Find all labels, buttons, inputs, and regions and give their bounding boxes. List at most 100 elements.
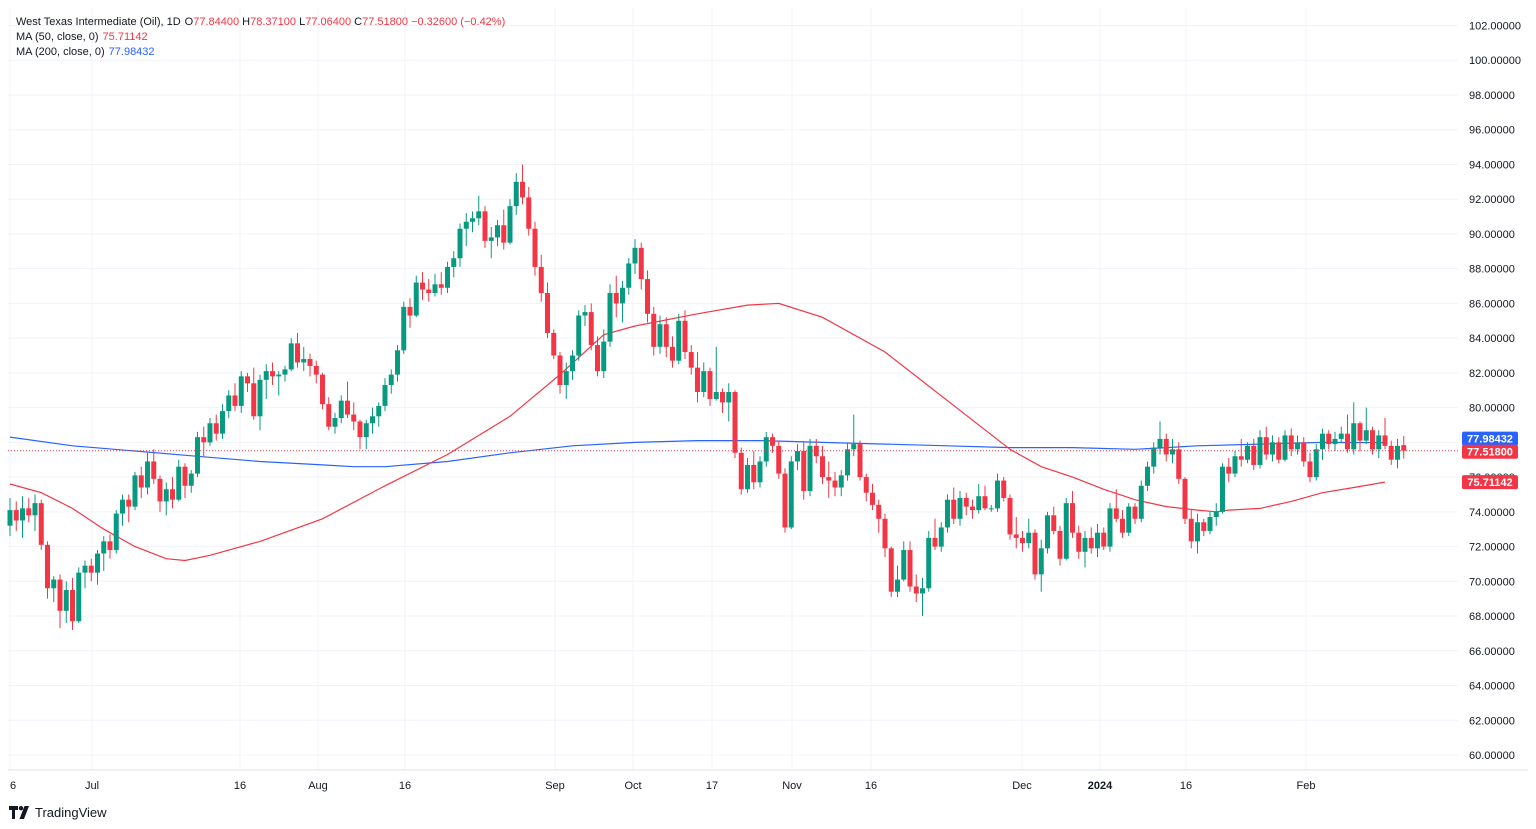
candle-body <box>57 579 63 611</box>
candle-body <box>895 579 900 592</box>
candle-body <box>476 211 482 219</box>
candle-body <box>745 464 750 490</box>
candle-body <box>1120 518 1125 533</box>
candle-body <box>582 312 588 316</box>
candle-body <box>432 284 438 293</box>
candle-body <box>1182 478 1188 519</box>
y-tick-label: 70.00000 <box>1469 576 1515 588</box>
candle-body <box>188 473 194 486</box>
candle-body <box>1038 548 1044 575</box>
y-tick-label: 98.00000 <box>1469 90 1515 102</box>
candle-body <box>995 480 1000 509</box>
candle-body <box>1138 485 1144 519</box>
ma50-value: 75.71142 <box>102 31 148 43</box>
candle-body <box>1345 433 1350 450</box>
candle-body <box>163 489 169 502</box>
candle-body <box>1082 537 1088 552</box>
candle-body <box>901 550 907 580</box>
candle-body <box>607 292 613 342</box>
candle-body <box>832 480 838 488</box>
candle-body <box>245 376 250 384</box>
candle-body <box>1332 438 1338 445</box>
candle-body <box>38 503 44 545</box>
x-tick-label: Nov <box>782 780 802 792</box>
candle-body <box>626 263 632 288</box>
candle-body <box>363 423 369 438</box>
y-tick-label: 74.00000 <box>1469 507 1515 519</box>
ma50-label[interactable]: MA (50, close, 0) <box>16 31 99 43</box>
ma50-price-tag-text: 75.71142 <box>1467 477 1512 489</box>
y-tick-label: 86.00000 <box>1469 298 1515 310</box>
candle-body <box>713 391 719 399</box>
candle-body <box>1301 442 1307 462</box>
candle-body <box>1357 423 1363 441</box>
candle-body <box>170 489 175 500</box>
candle-body <box>357 421 363 438</box>
candle-body <box>1232 456 1238 474</box>
candle-body <box>95 553 100 573</box>
x-tick-label: 16 <box>234 780 246 792</box>
candle-body <box>1226 466 1232 474</box>
x-tick-label: Feb <box>1297 780 1316 792</box>
open-label: O <box>184 16 194 28</box>
high-value: 78.37100 <box>250 16 297 28</box>
tradingview-logo-icon <box>9 806 29 819</box>
candles-layer <box>7 164 1407 630</box>
candle-body <box>676 320 682 361</box>
candle-body <box>1132 506 1138 519</box>
candle-body <box>120 499 125 514</box>
candle-body <box>663 324 669 347</box>
y-tick-label: 88.00000 <box>1469 264 1515 276</box>
candle-body <box>382 385 388 406</box>
candle-body <box>445 266 450 288</box>
x-tick-label: 16 <box>399 780 411 792</box>
candle-body <box>1170 449 1175 455</box>
candle-body <box>195 437 200 474</box>
candle-body <box>1238 456 1244 460</box>
candle-body <box>438 284 444 288</box>
price-axis: 60.00000 62.00000 64.00000 66.00000 68.00000… <box>1469 21 1521 763</box>
candle-body <box>932 537 938 547</box>
ma50-line <box>9 302 1386 562</box>
candle-body <box>1251 445 1257 465</box>
candle-body <box>1313 449 1319 478</box>
candle-body <box>388 374 394 386</box>
candle-body <box>1388 445 1394 460</box>
candle-body <box>738 452 744 490</box>
candle-body <box>563 371 569 386</box>
ma200-label[interactable]: MA (200, close, 0) <box>16 46 105 58</box>
tradingview-logo[interactable]: TradingView <box>9 805 107 820</box>
candle-body <box>863 477 869 493</box>
candle-body <box>457 228 463 259</box>
ma50-legend-row: MA (50, close, 0) 75.71142 <box>16 30 505 45</box>
candle-body <box>1401 445 1407 451</box>
candle-body <box>138 475 144 488</box>
tradingview-logo-text: TradingView <box>35 805 107 820</box>
candle-body <box>413 282 419 316</box>
last-price-tag: 77.51800 <box>1462 444 1518 459</box>
candle-body <box>201 437 207 443</box>
candle-body <box>526 197 532 229</box>
high-label: H <box>242 16 251 28</box>
ma50-price-tag: 75.71142 <box>1462 475 1518 490</box>
candle-body <box>51 579 57 589</box>
candle-body <box>151 461 157 479</box>
candle-body <box>532 228 538 267</box>
symbol-name[interactable]: West Texas Intermediate (Oil), 1D <box>16 16 181 28</box>
candle-body <box>751 464 757 483</box>
candle-body <box>101 541 107 554</box>
candle-body <box>1270 442 1275 455</box>
candle-body <box>838 475 844 488</box>
x-tick-label: 17 <box>706 780 718 792</box>
candle-body <box>76 572 82 622</box>
candle-body <box>420 282 425 290</box>
x-tick-label: Oct <box>624 780 641 792</box>
candle-body <box>238 376 244 406</box>
candle-body <box>1070 503 1075 533</box>
candle-body <box>651 313 657 347</box>
candle-body <box>295 343 300 363</box>
candle-body <box>551 332 557 356</box>
candle-body <box>538 266 544 293</box>
candle-body <box>270 371 275 377</box>
